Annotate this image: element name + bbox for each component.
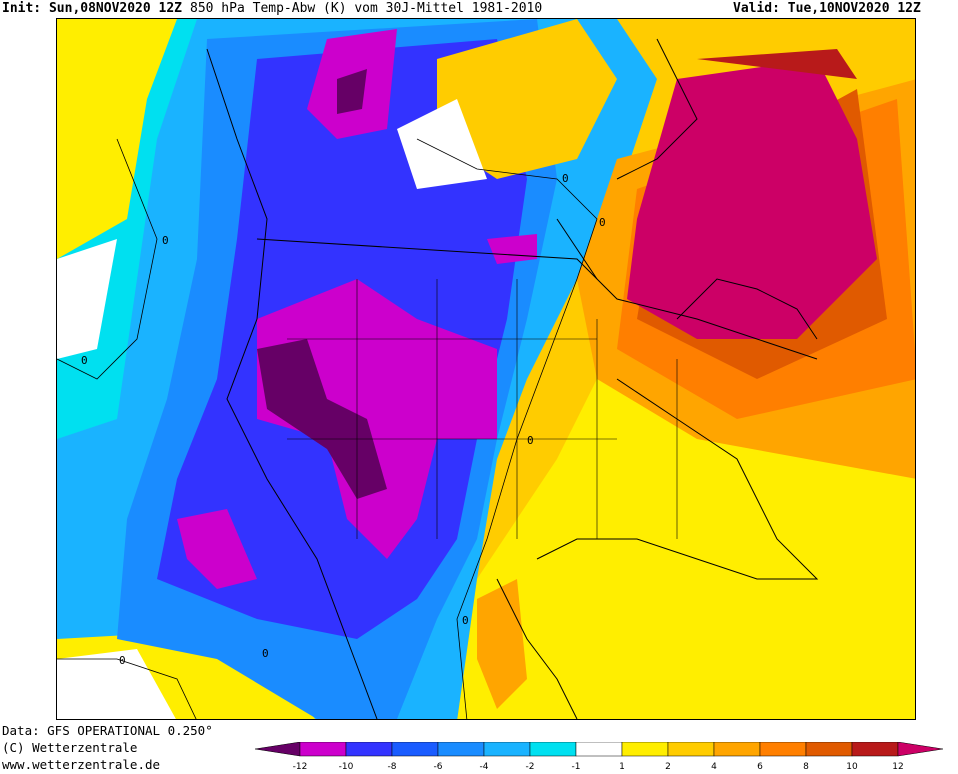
contour-label: 0 bbox=[262, 647, 269, 660]
legend-tick-label: 4 bbox=[711, 762, 717, 772]
legend-swatch bbox=[621, 742, 669, 757]
legend-arrow-min bbox=[255, 742, 301, 757]
legend-tick-label: -4 bbox=[480, 762, 489, 772]
contour-label-group: 0 0 0 0 0 0 0 0 bbox=[81, 172, 606, 667]
legend-tick-label: -1 bbox=[572, 762, 581, 772]
legend-tick-label: 6 bbox=[757, 762, 763, 772]
legend-tick-label: -10 bbox=[339, 762, 354, 772]
cold-core-deep bbox=[257, 339, 387, 499]
legend-tick-label: 12 bbox=[892, 762, 903, 772]
legend-swatch bbox=[575, 742, 623, 757]
legend-swatch bbox=[483, 742, 531, 757]
contour-label: 0 bbox=[599, 216, 606, 229]
legend-swatch bbox=[299, 742, 347, 757]
color-legend: -12 -10 -8 -6 -4 -2 -1 1 2 4 6 8 10 12 bbox=[255, 742, 944, 772]
legend-swatch bbox=[391, 742, 439, 757]
data-source-label: Data: GFS OPERATIONAL 0.250° bbox=[2, 723, 213, 738]
temperature-anomaly-map[interactable]: 0 0 0 0 0 0 0 0 bbox=[56, 18, 916, 720]
contour-label: 0 bbox=[81, 354, 88, 367]
coastlines bbox=[206, 38, 819, 719]
legend-tick-label: 2 bbox=[665, 762, 671, 772]
contour-label: 0 bbox=[462, 614, 469, 627]
chart-title: 850 hPa Temp-Abw (K) vom 30J-Mittel 1981… bbox=[190, 1, 543, 16]
legend-tick-label: -6 bbox=[434, 762, 443, 772]
legend-swatch bbox=[851, 742, 899, 757]
state-borders bbox=[287, 279, 678, 539]
website-link[interactable]: www.wetterzentrale.de bbox=[2, 757, 161, 772]
legend-swatch bbox=[805, 742, 853, 757]
legend-swatch bbox=[345, 742, 393, 757]
legend-swatch bbox=[713, 742, 761, 757]
legend-swatch bbox=[529, 742, 577, 757]
copyright-label: (C) Wetterzentrale bbox=[2, 740, 138, 755]
legend-tick-label: 1 bbox=[619, 762, 625, 772]
contour-label: 0 bbox=[527, 434, 534, 447]
contour-label: 0 bbox=[119, 654, 126, 667]
legend-swatch bbox=[759, 742, 807, 757]
legend-tick-label: -2 bbox=[526, 762, 535, 772]
legend-swatch bbox=[667, 742, 715, 757]
warm-core bbox=[627, 59, 877, 339]
legend-tick-label: 10 bbox=[846, 762, 858, 772]
contour-label: 0 bbox=[562, 172, 569, 185]
legend-swatch bbox=[437, 742, 485, 757]
legend-arrow-max bbox=[897, 742, 944, 757]
zero-contours bbox=[57, 138, 598, 719]
init-time-label: Init: Sun,08NOV2020 12Z bbox=[2, 1, 183, 16]
legend-tick-label: -8 bbox=[388, 762, 397, 772]
legend-tick-label: 8 bbox=[803, 762, 809, 772]
contour-label: 0 bbox=[162, 234, 169, 247]
valid-time-label: Valid: Tue,10NOV2020 12Z bbox=[733, 1, 921, 16]
legend-tick-label: -12 bbox=[293, 762, 308, 772]
